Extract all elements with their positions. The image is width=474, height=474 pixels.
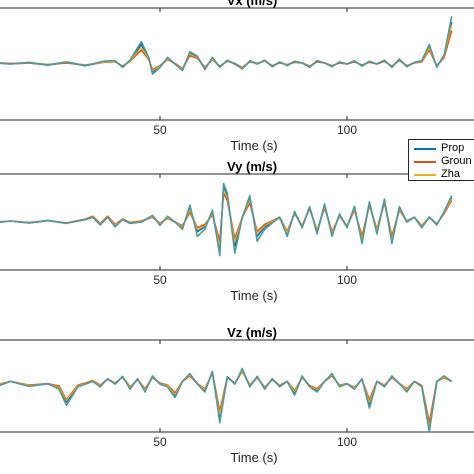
legend-label-zha: Zha <box>441 168 460 180</box>
x-tick-label: 50 <box>153 273 167 287</box>
panel-1: 50 100 Time (s) Vx (m/s) <box>0 0 474 153</box>
x-tick-label: 100 <box>337 123 357 137</box>
panel-title: Vz (m/s) <box>227 325 277 340</box>
panel-2: 50 100 Time (s) Vy (m/s) <box>0 159 474 303</box>
series-line-4 <box>0 16 453 75</box>
legend-item-prop: Prop <box>409 142 474 155</box>
x-axis-label: Time (s) <box>230 288 277 303</box>
legend-item-ground: Groun <box>409 155 474 168</box>
x-axis-label: Time (s) <box>230 450 277 465</box>
panel-title: Vy (m/s) <box>227 159 277 174</box>
series-line-4 <box>0 182 453 257</box>
x-axis-label: Time (s) <box>230 138 277 153</box>
x-tick-label: 50 <box>153 123 167 137</box>
panel-3: 50 100 Time (s) Vz (m/s) <box>0 325 474 465</box>
plot-area <box>0 173 474 271</box>
legend-swatch-ground <box>414 161 436 163</box>
x-tick-label: 100 <box>337 273 357 287</box>
legend-label-ground: Groun <box>441 155 472 167</box>
series-line-4 <box>0 367 453 433</box>
legend-label-prop: Prop <box>441 142 465 154</box>
legend-item-zha: Zha <box>409 168 474 181</box>
legend: Prop Groun Zha <box>408 139 474 181</box>
panel-title: Vx (m/s) <box>227 0 278 8</box>
x-tick-label: 50 <box>153 435 167 449</box>
legend-swatch-prop <box>414 148 436 150</box>
x-tick-label: 100 <box>337 435 357 449</box>
legend-swatch-zha <box>414 174 436 176</box>
